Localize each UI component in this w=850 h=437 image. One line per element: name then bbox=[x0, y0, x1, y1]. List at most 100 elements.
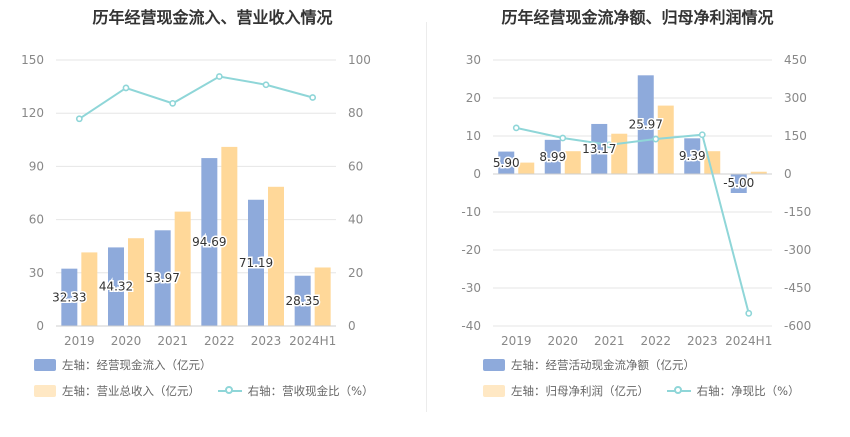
line-series-ratio bbox=[78, 75, 313, 120]
line-point-2022 bbox=[215, 73, 223, 80]
data-label-2022: 94.69 bbox=[192, 235, 226, 249]
right-axis-tick-label: 300 bbox=[784, 91, 807, 105]
x-axis-tick-label: 2020 bbox=[111, 334, 142, 348]
legend-row-1: 左轴：经营现金流入（亿元） bbox=[34, 357, 226, 374]
bar-2023-series-2 bbox=[268, 186, 284, 326]
legend-row-2: 左轴：营业总收入（亿元） 右轴：营收现金比（%） bbox=[34, 383, 388, 400]
x-axis-tick-label: 2021 bbox=[157, 334, 188, 348]
legend-label: 右轴：营收现金比（%） bbox=[247, 384, 374, 398]
x-axis-tick-label: 2023 bbox=[687, 334, 718, 348]
panel-divider bbox=[426, 22, 427, 412]
x-axis-tick-label: 2021 bbox=[594, 334, 625, 348]
bar-2020-series-2 bbox=[564, 151, 581, 174]
legend-label: 右轴：净现比（%） bbox=[696, 384, 800, 398]
bar-2022-series-1 bbox=[637, 75, 654, 174]
legend-label: 左轴：经营活动现金流净额（亿元） bbox=[511, 358, 695, 372]
legend-swatch bbox=[34, 385, 56, 397]
left-axis-tick-label: 0 bbox=[473, 167, 481, 181]
bar-2019-series-2 bbox=[518, 162, 535, 174]
line-series-ratio bbox=[516, 126, 750, 314]
bar-2020-series-1 bbox=[108, 247, 124, 326]
legend-item-cash-inflow[interactable]: 左轴：经营现金流入（亿元） bbox=[34, 357, 212, 373]
bar-2024H1-series-2 bbox=[314, 267, 331, 326]
bar-2024H1-series-2 bbox=[750, 171, 767, 174]
line-point-2021 bbox=[605, 141, 613, 149]
bar-2022-series-1 bbox=[201, 158, 218, 326]
left-axis-tick-label: -30 bbox=[461, 281, 481, 295]
legend-item-net-cashflow[interactable]: 左轴：经营活动现金流净额（亿元） bbox=[483, 357, 695, 373]
legend-line-swatch bbox=[217, 385, 242, 397]
chart-canvas: -40 -30 -20 -10 0 10 20 30 -600 -450 -300 -150 0 150 3… bbox=[461, 53, 811, 348]
legend-row-1: 左轴：经营活动现金流净额（亿元） bbox=[483, 357, 709, 374]
left-axis-tick-label: -40 bbox=[461, 319, 481, 333]
left-axis-tick-label: -10 bbox=[461, 205, 481, 219]
right-axis-tick-label: 0 bbox=[784, 167, 792, 181]
legend-line-swatch bbox=[666, 385, 691, 397]
right-axis-tick-label: -150 bbox=[784, 205, 811, 219]
x-axis-tick-label: 2019 bbox=[64, 334, 95, 348]
right-axis-tick-label: 0 bbox=[348, 319, 356, 333]
line-point-2020 bbox=[559, 134, 567, 142]
right-axis-tick-label: -300 bbox=[784, 243, 811, 257]
data-label-2019: 32.33 bbox=[52, 290, 86, 304]
data-label-2023: 9.39 bbox=[679, 149, 706, 163]
left-axis-tick-label: 60 bbox=[29, 213, 44, 227]
chart-title: 历年经营现金流入、营业收入情况 bbox=[92, 8, 333, 27]
legend-swatch bbox=[34, 359, 56, 371]
x-axis-tick-label: 2023 bbox=[251, 334, 282, 348]
data-label-2022: 25.97 bbox=[629, 118, 663, 132]
left-axis-tick-label: 120 bbox=[21, 106, 44, 120]
line-point-2023 bbox=[262, 81, 270, 89]
chart-canvas: 0 30 60 90 120 150 0 20 40 60 80 100 2019 2020 2021 202… bbox=[21, 53, 371, 348]
bar-2024H1-series-1 bbox=[294, 275, 311, 326]
chart-panel-cash-inflow-revenue: 历年经营现金流入、营业收入情况 0 30 60 90 120 150 0 20 40 60 80 10… bbox=[21, 8, 388, 400]
line-point-2024H1 bbox=[745, 309, 753, 317]
bar-2023-series-1 bbox=[684, 138, 701, 174]
legend-item-net-cash-ratio[interactable]: 右轴：净现比（%） bbox=[666, 383, 800, 399]
legend-item-revenue[interactable]: 左轴：营业总收入（亿元） bbox=[34, 383, 200, 399]
chart-panel-net-cashflow-profit: 历年经营现金流净额、归母净利润情况 -40 -30 -20 -10 0 10 20 30 -60… bbox=[425, 0, 850, 437]
x-axis-tick-label: 2024H1 bbox=[725, 334, 772, 348]
bar-2021-series-1 bbox=[154, 230, 171, 326]
line-point-2020 bbox=[122, 84, 130, 92]
data-label-2021: 53.97 bbox=[145, 271, 179, 285]
bar-2024H1-series-1 bbox=[730, 174, 747, 193]
legend-swatch bbox=[483, 385, 505, 397]
left-axis-tick-label: -20 bbox=[461, 243, 481, 257]
bar-2022-series-2 bbox=[221, 146, 238, 326]
legend-row-2: 左轴：归母净利润（亿元） 右轴：净现比（%） bbox=[483, 383, 814, 400]
bar-2020-series-1 bbox=[544, 139, 561, 174]
right-axis-tick-label: 60 bbox=[348, 159, 363, 173]
right-axis-tick-label: -450 bbox=[784, 281, 811, 295]
line-point-2021 bbox=[169, 99, 177, 107]
data-label-2024H1: 28.35 bbox=[285, 294, 319, 308]
line-point-2019 bbox=[512, 124, 520, 132]
bar-2023-series-1 bbox=[248, 199, 264, 326]
legend-item-cash-revenue-ratio[interactable]: 右轴：营收现金比（%） bbox=[217, 383, 374, 399]
legend-item-net-profit[interactable]: 左轴：归母净利润（亿元） bbox=[483, 383, 649, 399]
line-point-2024H1 bbox=[309, 94, 317, 101]
left-axis-tick-label: 20 bbox=[466, 91, 481, 105]
left-axis-tick-label: 30 bbox=[466, 53, 481, 67]
legend-label: 左轴：营业总收入（亿元） bbox=[62, 384, 200, 398]
x-axis-tick-label: 2022 bbox=[640, 334, 671, 348]
line-point-2019 bbox=[75, 115, 83, 123]
x-axis-tick-label: 2022 bbox=[204, 334, 235, 348]
x-axis-tick-label: 2024H1 bbox=[289, 334, 336, 348]
bar-2019-series-1 bbox=[61, 268, 78, 326]
line-point-2022 bbox=[652, 135, 660, 143]
bar-2019-series-1 bbox=[498, 151, 515, 174]
data-label-2019: 5.90 bbox=[493, 156, 520, 170]
left-axis-tick-label: 150 bbox=[21, 53, 44, 67]
x-axis-tick-label: 2019 bbox=[501, 334, 532, 348]
bar-2022-series-2 bbox=[657, 105, 674, 174]
data-label-2021: 13.17 bbox=[582, 142, 616, 156]
data-label-2024H1: -5.00 bbox=[723, 176, 754, 190]
legend-label: 左轴：经营现金流入（亿元） bbox=[62, 358, 212, 372]
left-axis-tick-label: 30 bbox=[29, 266, 44, 280]
legend-label: 左轴：归母净利润（亿元） bbox=[511, 384, 649, 398]
right-axis-tick-label: 20 bbox=[348, 266, 363, 280]
right-axis-tick-label: 150 bbox=[784, 129, 807, 143]
left-axis-tick-label: 90 bbox=[29, 159, 44, 173]
bar-2019-series-2 bbox=[81, 252, 98, 326]
